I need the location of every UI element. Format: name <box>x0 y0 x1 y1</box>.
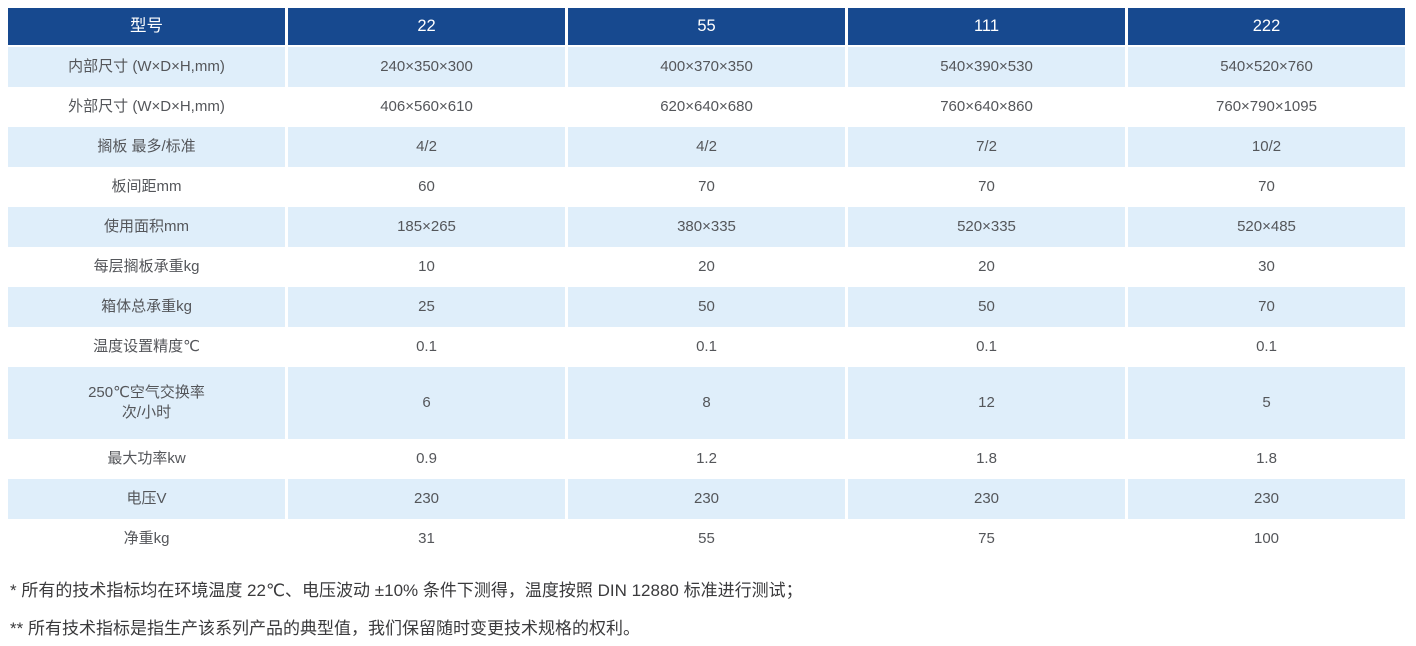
table-row: 温度设置精度℃ 0.1 0.1 0.1 0.1 <box>8 327 1405 367</box>
value-cell: 406×560×610 <box>288 87 565 127</box>
value-cell: 20 <box>568 247 845 287</box>
value-cell: 70 <box>568 167 845 207</box>
value-cell: 0.1 <box>1128 327 1405 367</box>
value-cell: 31 <box>288 519 565 559</box>
value-cell: 55 <box>568 519 845 559</box>
value-cell: 12 <box>848 367 1125 439</box>
header-cell-model: 型号 <box>8 8 285 45</box>
row-label: 箱体总承重kg <box>8 287 285 327</box>
value-cell: 25 <box>288 287 565 327</box>
table-row: 电压V 230 230 230 230 <box>8 479 1405 519</box>
header-cell-55: 55 <box>568 8 845 45</box>
value-cell: 100 <box>1128 519 1405 559</box>
footnotes: * 所有的技术指标均在环境温度 22℃、电压波动 ±10% 条件下测得，温度按照… <box>8 559 1405 641</box>
value-cell: 185×265 <box>288 207 565 247</box>
value-cell: 70 <box>1128 167 1405 207</box>
spec-table: 型号 22 55 111 222 内部尺寸 (W×D×H,mm) 240×350×300 4… <box>8 8 1405 559</box>
table-body: 内部尺寸 (W×D×H,mm) 240×350×300 400×370×350 540… <box>8 47 1405 559</box>
value-cell: 380×335 <box>568 207 845 247</box>
table-row: 外部尺寸 (W×D×H,mm) 406×560×610 620×640×680 760… <box>8 87 1405 127</box>
value-cell: 230 <box>1128 479 1405 519</box>
value-cell: 4/2 <box>288 127 565 167</box>
table-row: 内部尺寸 (W×D×H,mm) 240×350×300 400×370×350 540… <box>8 47 1405 87</box>
row-label: 内部尺寸 (W×D×H,mm) <box>8 47 285 87</box>
value-cell: 1.8 <box>848 439 1125 479</box>
value-cell: 7/2 <box>848 127 1125 167</box>
row-label: 电压V <box>8 479 285 519</box>
table-row: 每层搁板承重kg 10 20 20 30 <box>8 247 1405 287</box>
value-cell: 70 <box>1128 287 1405 327</box>
row-label: 使用面积mm <box>8 207 285 247</box>
value-cell: 540×390×530 <box>848 47 1125 87</box>
table-row: 箱体总承重kg 25 50 50 70 <box>8 287 1405 327</box>
table-row: 净重kg 31 55 75 100 <box>8 519 1405 559</box>
table-row: 板间距mm 60 70 70 70 <box>8 167 1405 207</box>
footnote-1: * 所有的技术指标均在环境温度 22℃、电压波动 ±10% 条件下测得，温度按照… <box>10 581 803 600</box>
row-label: 每层搁板承重kg <box>8 247 285 287</box>
value-cell: 50 <box>568 287 845 327</box>
value-cell: 10/2 <box>1128 127 1405 167</box>
value-cell: 760×790×1095 <box>1128 87 1405 127</box>
table-row: 最大功率kw 0.9 1.2 1.8 1.8 <box>8 439 1405 479</box>
header-cell-111: 111 <box>848 8 1125 45</box>
value-cell: 520×485 <box>1128 207 1405 247</box>
footnote-2: ** 所有技术指标是指生产该系列产品的典型值，我们保留随时变更技术规格的权利。 <box>10 618 640 638</box>
value-cell: 10 <box>288 247 565 287</box>
header-cell-22: 22 <box>288 8 565 45</box>
value-cell: 520×335 <box>848 207 1125 247</box>
value-cell: 60 <box>288 167 565 207</box>
table-row: 使用面积mm 185×265 380×335 520×335 520×485 <box>8 207 1405 247</box>
value-cell: 50 <box>848 287 1125 327</box>
value-cell: 70 <box>848 167 1125 207</box>
row-label: 净重kg <box>8 519 285 559</box>
value-cell: 0.1 <box>848 327 1125 367</box>
value-cell: 240×350×300 <box>288 47 565 87</box>
table-header-row: 型号 22 55 111 222 <box>8 8 1405 45</box>
value-cell: 5 <box>1128 367 1405 439</box>
value-cell: 30 <box>1128 247 1405 287</box>
value-cell: 620×640×680 <box>568 87 845 127</box>
value-cell: 0.1 <box>568 327 845 367</box>
row-label: 板间距mm <box>8 167 285 207</box>
value-cell: 8 <box>568 367 845 439</box>
value-cell: 230 <box>288 479 565 519</box>
row-label: 外部尺寸 (W×D×H,mm) <box>8 87 285 127</box>
row-label: 温度设置精度℃ <box>8 327 285 367</box>
value-cell: 20 <box>848 247 1125 287</box>
value-cell: 1.8 <box>1128 439 1405 479</box>
table-row: 搁板 最多/标准 4/2 4/2 7/2 10/2 <box>8 127 1405 167</box>
row-label: 250℃空气交换率 次/小时 <box>8 367 285 439</box>
value-cell: 1.2 <box>568 439 845 479</box>
value-cell: 0.1 <box>288 327 565 367</box>
value-cell: 0.9 <box>288 439 565 479</box>
value-cell: 400×370×350 <box>568 47 845 87</box>
row-label: 搁板 最多/标准 <box>8 127 285 167</box>
value-cell: 760×640×860 <box>848 87 1125 127</box>
value-cell: 75 <box>848 519 1125 559</box>
row-label: 最大功率kw <box>8 439 285 479</box>
value-cell: 230 <box>568 479 845 519</box>
table-row: 250℃空气交换率 次/小时 6 8 12 5 <box>8 367 1405 439</box>
value-cell: 4/2 <box>568 127 845 167</box>
header-cell-222: 222 <box>1128 8 1405 45</box>
value-cell: 230 <box>848 479 1125 519</box>
value-cell: 6 <box>288 367 565 439</box>
value-cell: 540×520×760 <box>1128 47 1405 87</box>
